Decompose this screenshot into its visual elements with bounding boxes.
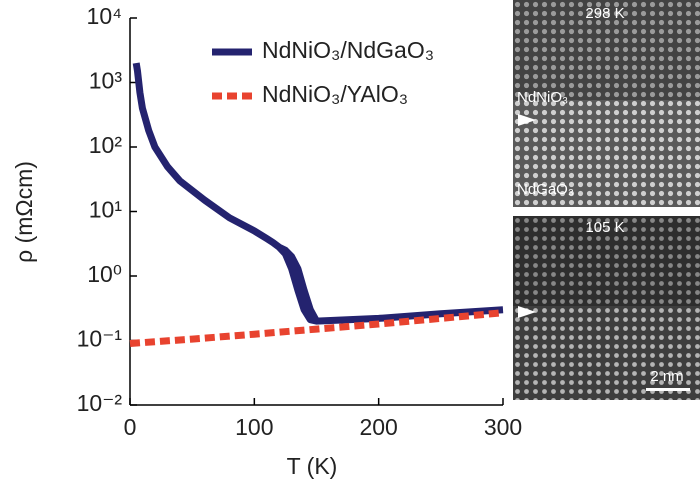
- x-tick-label: 300: [484, 414, 522, 440]
- series-line: [129, 309, 504, 347]
- x-axis-label: T (K): [287, 453, 338, 479]
- micrograph-2: 105 K 2 nm: [513, 216, 700, 400]
- y-tick-label: 10⁻¹: [77, 326, 123, 352]
- x-tick-label: 200: [359, 414, 397, 440]
- y-axis-label: ρ (mΩcm): [11, 161, 37, 263]
- scale-bar-label: 2 nm: [650, 368, 683, 385]
- x-tick-label: 100: [235, 414, 273, 440]
- y-tick-label: 10⁻²: [77, 390, 123, 416]
- micrograph-1: 298 K NdNiO₃ NdGaO₃: [513, 0, 700, 207]
- layer-label: NdGaO₃: [517, 181, 574, 198]
- y-tick-label: 10³: [89, 68, 123, 94]
- y-tick-label: 10⁴: [87, 3, 122, 29]
- y-tick-label: 10²: [89, 132, 123, 158]
- layer-label: NdNiO₃: [517, 89, 568, 106]
- interface-arrow: [518, 114, 536, 126]
- image-label: 105 K: [585, 219, 624, 236]
- legend-label: NdNiO₃/NdGaO₃: [262, 37, 434, 63]
- image-label: 298 K: [585, 5, 624, 22]
- plot: 10⁻² 10⁻¹ 10⁰ 10¹ 10² 10³ 10⁴ 0 100 200 300 NdNiO₃/…: [77, 3, 523, 440]
- legend-label: NdNiO₃/YAlO₃: [262, 81, 408, 107]
- scale-bar: [646, 388, 690, 391]
- x-tick-label: 0: [124, 414, 137, 440]
- series-line: [132, 62, 504, 325]
- y-tick-label: 10¹: [89, 197, 123, 223]
- y-tick-label: 10⁰: [87, 261, 122, 287]
- interface-arrow: [518, 306, 536, 318]
